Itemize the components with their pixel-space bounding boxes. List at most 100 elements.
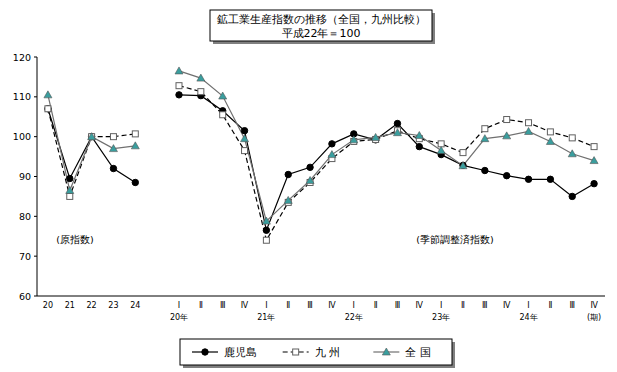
data-point [569,193,575,199]
x-tick-label: Ⅰ23年 [432,301,450,322]
data-point [131,142,139,149]
data-point [415,131,423,138]
x-tick-label: Ⅲ [220,301,226,310]
data-point [88,133,96,140]
data-point [175,67,183,74]
data-point [504,117,510,123]
series-line [48,86,594,241]
data-point [44,91,52,98]
data-point [67,193,73,199]
data-point [241,127,247,133]
data-point [262,217,270,224]
data-point [198,89,204,95]
x-tick-label: 24 [130,301,140,310]
data-point [88,133,94,139]
y-tick [34,296,37,297]
y-tick-label: 110 [13,91,31,102]
data-point [329,141,335,147]
x-tick-label: Ⅱ [548,301,552,310]
data-point [219,92,227,99]
y-tick-label: 70 [19,251,31,262]
x-tick-label: 20 [43,301,53,310]
data-point [45,106,51,112]
y-tick-label: 90 [19,171,31,182]
y-tick-label: 100 [13,131,31,142]
annotation: (原指数) [56,234,93,245]
x-tick-label: 23 [108,301,118,310]
data-point [263,227,269,233]
x-tick-label: Ⅳ [503,301,511,310]
x-tick-label: Ⅲ [395,301,401,310]
data-point [394,120,400,126]
data-point [460,150,466,156]
data-point [242,148,248,154]
data-point [482,126,488,132]
x-tick-label: Ⅰ21年 [257,301,275,322]
data-point [241,135,249,142]
x-tick-label: Ⅲ [569,301,575,310]
legend-label: 全 国 [405,346,430,358]
data-point [438,141,444,147]
x-tick-label: Ⅱ [461,301,465,310]
legend-marker [202,349,208,355]
data-point [89,134,95,140]
title: 鉱工業生産指数の推移（全国，九州比較） [217,13,426,26]
legend-marker [382,348,390,355]
data-point [460,162,466,168]
data-point [306,176,314,183]
data-point [547,129,553,135]
subtitle: 平成22年＝100 [282,27,361,40]
x-tick-label: Ⅳ [241,301,249,310]
y-tick [34,136,37,137]
data-point [307,164,313,170]
data-point [263,237,269,243]
y-tick-label: 60 [19,291,31,302]
series-line [48,95,594,230]
data-point [285,171,291,177]
data-point [176,92,182,98]
legend-label: 鹿児島 [224,346,257,358]
x-tick-label: Ⅳ(期) [587,301,601,322]
y-tick [34,176,37,177]
data-point [284,196,292,203]
data-point [503,132,511,139]
title-frame [210,10,432,41]
data-point [481,135,489,142]
data-point [525,176,531,182]
y-tick-label: 120 [13,52,31,63]
data-point [503,173,509,179]
x-tick-label: Ⅰ22年 [345,301,363,322]
data-point [45,106,51,112]
annotation: (季節調整済指数) [416,234,493,245]
x-tick-label: Ⅱ [286,301,290,310]
axes: 607080901001101202021222324Ⅰ20年ⅡⅢⅣⅠ21年ⅡⅢ… [13,52,605,323]
title-box: 鉱工業生産指数の推移（全国，九州比較）平成22年＝100 [210,10,435,44]
x-axis-line [37,296,605,297]
data-point [526,120,532,126]
x-tick-label: Ⅱ [374,301,378,310]
x-tick-label: Ⅲ [307,301,313,310]
data-point [569,135,575,141]
data-point [459,162,467,169]
y-tick [34,57,37,58]
data-point [67,175,73,181]
x-tick-label: Ⅳ [416,301,424,310]
data-point [482,167,488,173]
data-point [393,129,401,136]
data-point [328,151,336,158]
legend-label: 九 州 [315,346,340,358]
y-tick [34,256,37,257]
y-tick [34,216,37,217]
x-tick-label: Ⅳ [328,301,336,310]
series-line [48,71,594,221]
data-point [110,134,116,140]
x-tick-label: 22 [87,301,97,310]
data-point [197,74,205,81]
x-tick-label: Ⅲ [482,301,488,310]
data-point [547,176,553,182]
data-point [590,157,598,164]
x-tick-label: 21 [65,301,75,310]
data-point [546,137,554,144]
data-point [109,145,117,152]
legend: 鹿児島 九 州 全 国 [180,339,455,368]
